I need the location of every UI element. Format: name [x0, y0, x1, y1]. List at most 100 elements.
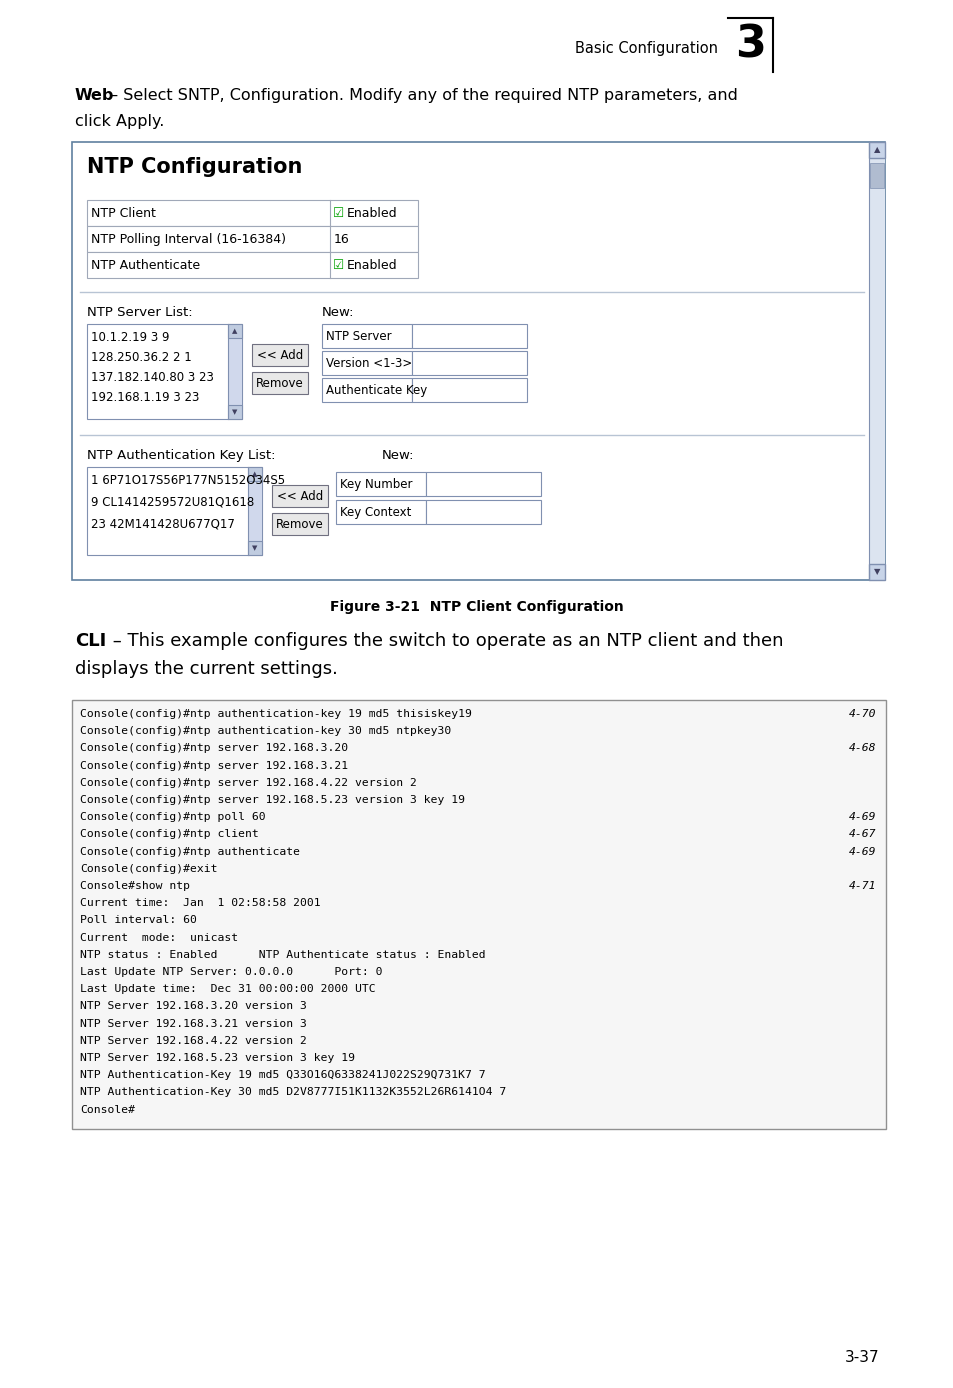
- Text: 3-37: 3-37: [843, 1351, 878, 1366]
- Text: New:: New:: [381, 448, 414, 462]
- Text: ▼: ▼: [233, 409, 237, 415]
- Text: Console#: Console#: [80, 1105, 135, 1115]
- Text: Web: Web: [75, 87, 114, 103]
- Text: 4-67: 4-67: [847, 830, 875, 840]
- Bar: [228, 405, 242, 419]
- Text: Authenticate Key: Authenticate Key: [326, 384, 427, 397]
- Text: Last Update time:  Dec 31 00:00:00 2000 UTC: Last Update time: Dec 31 00:00:00 2000 U…: [80, 984, 375, 994]
- Bar: [248, 466, 262, 482]
- Text: – Select SNTP, Configuration. Modify any of the required NTP parameters, and: – Select SNTP, Configuration. Modify any…: [105, 87, 737, 103]
- Text: Console(config)#ntp authentication-key 30 md5 ntpkey30: Console(config)#ntp authentication-key 3…: [80, 726, 451, 736]
- Text: 192.168.1.19 3 23: 192.168.1.19 3 23: [91, 390, 199, 404]
- Bar: [71, 142, 884, 580]
- Text: click Apply.: click Apply.: [75, 114, 164, 129]
- Text: ▲: ▲: [233, 328, 237, 335]
- Bar: [868, 142, 884, 580]
- Text: NTP Authentication-Key 30 md5 D2V8777I51K1132K3552L26R6141O4 7: NTP Authentication-Key 30 md5 D2V8777I51…: [80, 1087, 506, 1098]
- Text: NTP Server 192.168.3.21 version 3: NTP Server 192.168.3.21 version 3: [80, 1019, 307, 1029]
- Text: 4-69: 4-69: [847, 847, 875, 856]
- Bar: [869, 162, 883, 187]
- Text: Console(config)#ntp authentication-key 19 md5 thisiskey19: Console(config)#ntp authentication-key 1…: [80, 709, 472, 719]
- Text: Remove: Remove: [275, 518, 323, 532]
- Text: ▲: ▲: [252, 471, 257, 477]
- Text: NTP Configuration: NTP Configuration: [87, 157, 302, 178]
- Bar: [252, 344, 308, 366]
- Text: 4-70: 4-70: [847, 709, 875, 719]
- Text: Console(config)#ntp server 192.168.3.21: Console(config)#ntp server 192.168.3.21: [80, 761, 348, 770]
- Text: Last Update NTP Server: 0.0.0.0      Port: 0: Last Update NTP Server: 0.0.0.0 Port: 0: [80, 967, 382, 977]
- Bar: [272, 514, 328, 534]
- Text: 9 CL1414259572U81Q1618: 9 CL1414259572U81Q1618: [91, 496, 254, 508]
- Bar: [322, 378, 412, 403]
- Bar: [228, 323, 242, 419]
- Text: – This example configures the switch to operate as an NTP client and then: – This example configures the switch to …: [107, 632, 782, 650]
- Bar: [426, 500, 540, 525]
- Text: Basic Configuration: Basic Configuration: [575, 40, 718, 56]
- Text: ▼: ▼: [873, 568, 880, 576]
- Text: Console(config)#ntp server 192.168.4.22 version 2: Console(config)#ntp server 192.168.4.22 …: [80, 777, 416, 788]
- Text: Key Number: Key Number: [339, 477, 412, 491]
- Text: 1 6P71O17S56P177N5152O34S5: 1 6P71O17S56P177N5152O34S5: [91, 473, 285, 487]
- Text: NTP Polling Interval (16-16384): NTP Polling Interval (16-16384): [91, 233, 286, 246]
- Text: 128.250.36.2 2 1: 128.250.36.2 2 1: [91, 351, 192, 364]
- Bar: [248, 466, 262, 555]
- Bar: [71, 700, 885, 1128]
- Text: 4-69: 4-69: [847, 812, 875, 822]
- Text: << Add: << Add: [256, 348, 303, 362]
- Text: NTP Server List:: NTP Server List:: [87, 305, 193, 319]
- Text: New:: New:: [322, 305, 355, 319]
- Text: ▼: ▼: [252, 545, 257, 551]
- Text: NTP Client: NTP Client: [91, 207, 155, 221]
- Text: 4-71: 4-71: [847, 881, 875, 891]
- Text: Console(config)#ntp server 192.168.3.20: Console(config)#ntp server 192.168.3.20: [80, 744, 348, 754]
- Bar: [87, 226, 417, 253]
- Bar: [335, 500, 426, 525]
- Text: Console(config)#ntp client: Console(config)#ntp client: [80, 830, 258, 840]
- Text: Enabled: Enabled: [347, 260, 397, 272]
- Text: Figure 3-21  NTP Client Configuration: Figure 3-21 NTP Client Configuration: [330, 600, 623, 613]
- Text: NTP Server: NTP Server: [326, 330, 392, 343]
- Text: 23 42M141428U677Q17: 23 42M141428U677Q17: [91, 518, 234, 530]
- Text: 137.182.140.80 3 23: 137.182.140.80 3 23: [91, 371, 213, 383]
- Text: NTP Server 192.168.5.23 version 3 key 19: NTP Server 192.168.5.23 version 3 key 19: [80, 1053, 355, 1063]
- Bar: [412, 323, 526, 348]
- Bar: [248, 541, 262, 555]
- Text: Version <1-3>: Version <1-3>: [326, 357, 412, 371]
- Text: 3: 3: [735, 24, 765, 67]
- Bar: [272, 484, 328, 507]
- Text: ☑: ☑: [333, 260, 344, 272]
- Text: << Add: << Add: [276, 490, 323, 502]
- Bar: [412, 378, 526, 403]
- Bar: [87, 253, 417, 278]
- Text: Console(config)#exit: Console(config)#exit: [80, 863, 217, 874]
- Text: NTP Authenticate: NTP Authenticate: [91, 260, 200, 272]
- Text: ▲: ▲: [873, 146, 880, 154]
- Bar: [228, 323, 242, 339]
- Text: displays the current settings.: displays the current settings.: [75, 661, 337, 677]
- Text: NTP status : Enabled      NTP Authenticate status : Enabled: NTP status : Enabled NTP Authenticate st…: [80, 949, 485, 959]
- Text: 4-68: 4-68: [847, 744, 875, 754]
- Text: Console(config)#ntp authenticate: Console(config)#ntp authenticate: [80, 847, 299, 856]
- Text: Console(config)#ntp server 192.168.5.23 version 3 key 19: Console(config)#ntp server 192.168.5.23 …: [80, 795, 464, 805]
- Text: 10.1.2.19 3 9: 10.1.2.19 3 9: [91, 330, 170, 343]
- Text: Key Context: Key Context: [339, 507, 411, 519]
- Bar: [252, 372, 308, 394]
- Text: NTP Authentication-Key 19 md5 Q33O16Q6338241J022S29Q731K7 7: NTP Authentication-Key 19 md5 Q33O16Q633…: [80, 1070, 485, 1080]
- Bar: [87, 466, 262, 555]
- Text: Console#show ntp: Console#show ntp: [80, 881, 190, 891]
- Text: Enabled: Enabled: [347, 207, 397, 221]
- Text: CLI: CLI: [75, 632, 106, 650]
- Bar: [322, 323, 412, 348]
- Bar: [322, 351, 412, 375]
- Text: Poll interval: 60: Poll interval: 60: [80, 916, 196, 926]
- Text: 16: 16: [334, 233, 350, 246]
- Bar: [426, 472, 540, 496]
- Text: Current  mode:  unicast: Current mode: unicast: [80, 933, 238, 942]
- Text: NTP Server 192.168.3.20 version 3: NTP Server 192.168.3.20 version 3: [80, 1001, 307, 1012]
- Text: NTP Authentication Key List:: NTP Authentication Key List:: [87, 448, 275, 462]
- Bar: [335, 472, 426, 496]
- Bar: [412, 351, 526, 375]
- Text: Remove: Remove: [255, 378, 304, 390]
- Text: NTP Server 192.168.4.22 version 2: NTP Server 192.168.4.22 version 2: [80, 1035, 307, 1045]
- Bar: [87, 200, 417, 226]
